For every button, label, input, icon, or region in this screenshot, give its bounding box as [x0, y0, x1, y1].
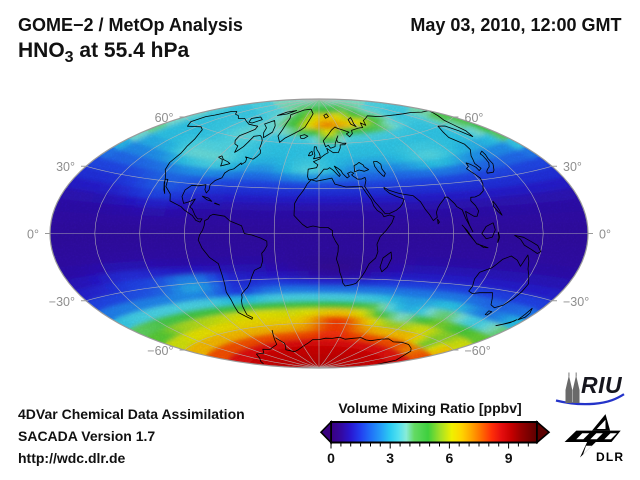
svg-text:0: 0 [327, 450, 335, 466]
svg-text:30°: 30° [563, 160, 582, 174]
svg-text:6: 6 [446, 450, 454, 466]
svg-text:0°: 0° [27, 228, 39, 242]
svg-text:Volume Mixing Ratio [ppbv]: Volume Mixing Ratio [ppbv] [338, 400, 521, 416]
svg-text:9: 9 [505, 450, 513, 466]
svg-text:May 03, 2010, 12:00 GMT: May 03, 2010, 12:00 GMT [410, 15, 621, 35]
svg-text:60°: 60° [465, 111, 484, 125]
svg-text:GOME−2 / MetOp Analysis: GOME−2 / MetOp Analysis [18, 15, 243, 35]
svg-text:RIU: RIU [581, 372, 623, 398]
svg-text:http://wdc.dlr.de: http://wdc.dlr.de [18, 450, 126, 466]
svg-text:30°: 30° [56, 160, 75, 174]
svg-text:SACADA Version 1.7: SACADA Version 1.7 [18, 428, 155, 444]
svg-text:−30°: −30° [563, 295, 589, 309]
svg-text:−60°: −60° [147, 344, 173, 358]
svg-text:4DVar Chemical Data Assimilati: 4DVar Chemical Data Assimilation [18, 406, 245, 422]
svg-text:0°: 0° [599, 228, 611, 242]
svg-text:−30°: −30° [49, 295, 75, 309]
svg-text:HNO3 at 55.4 hPa: HNO3 at 55.4 hPa [18, 39, 189, 66]
svg-text:3: 3 [386, 450, 394, 466]
svg-text:60°: 60° [155, 111, 174, 125]
svg-text:−60°: −60° [465, 344, 491, 358]
svg-text:DLR: DLR [596, 450, 624, 464]
